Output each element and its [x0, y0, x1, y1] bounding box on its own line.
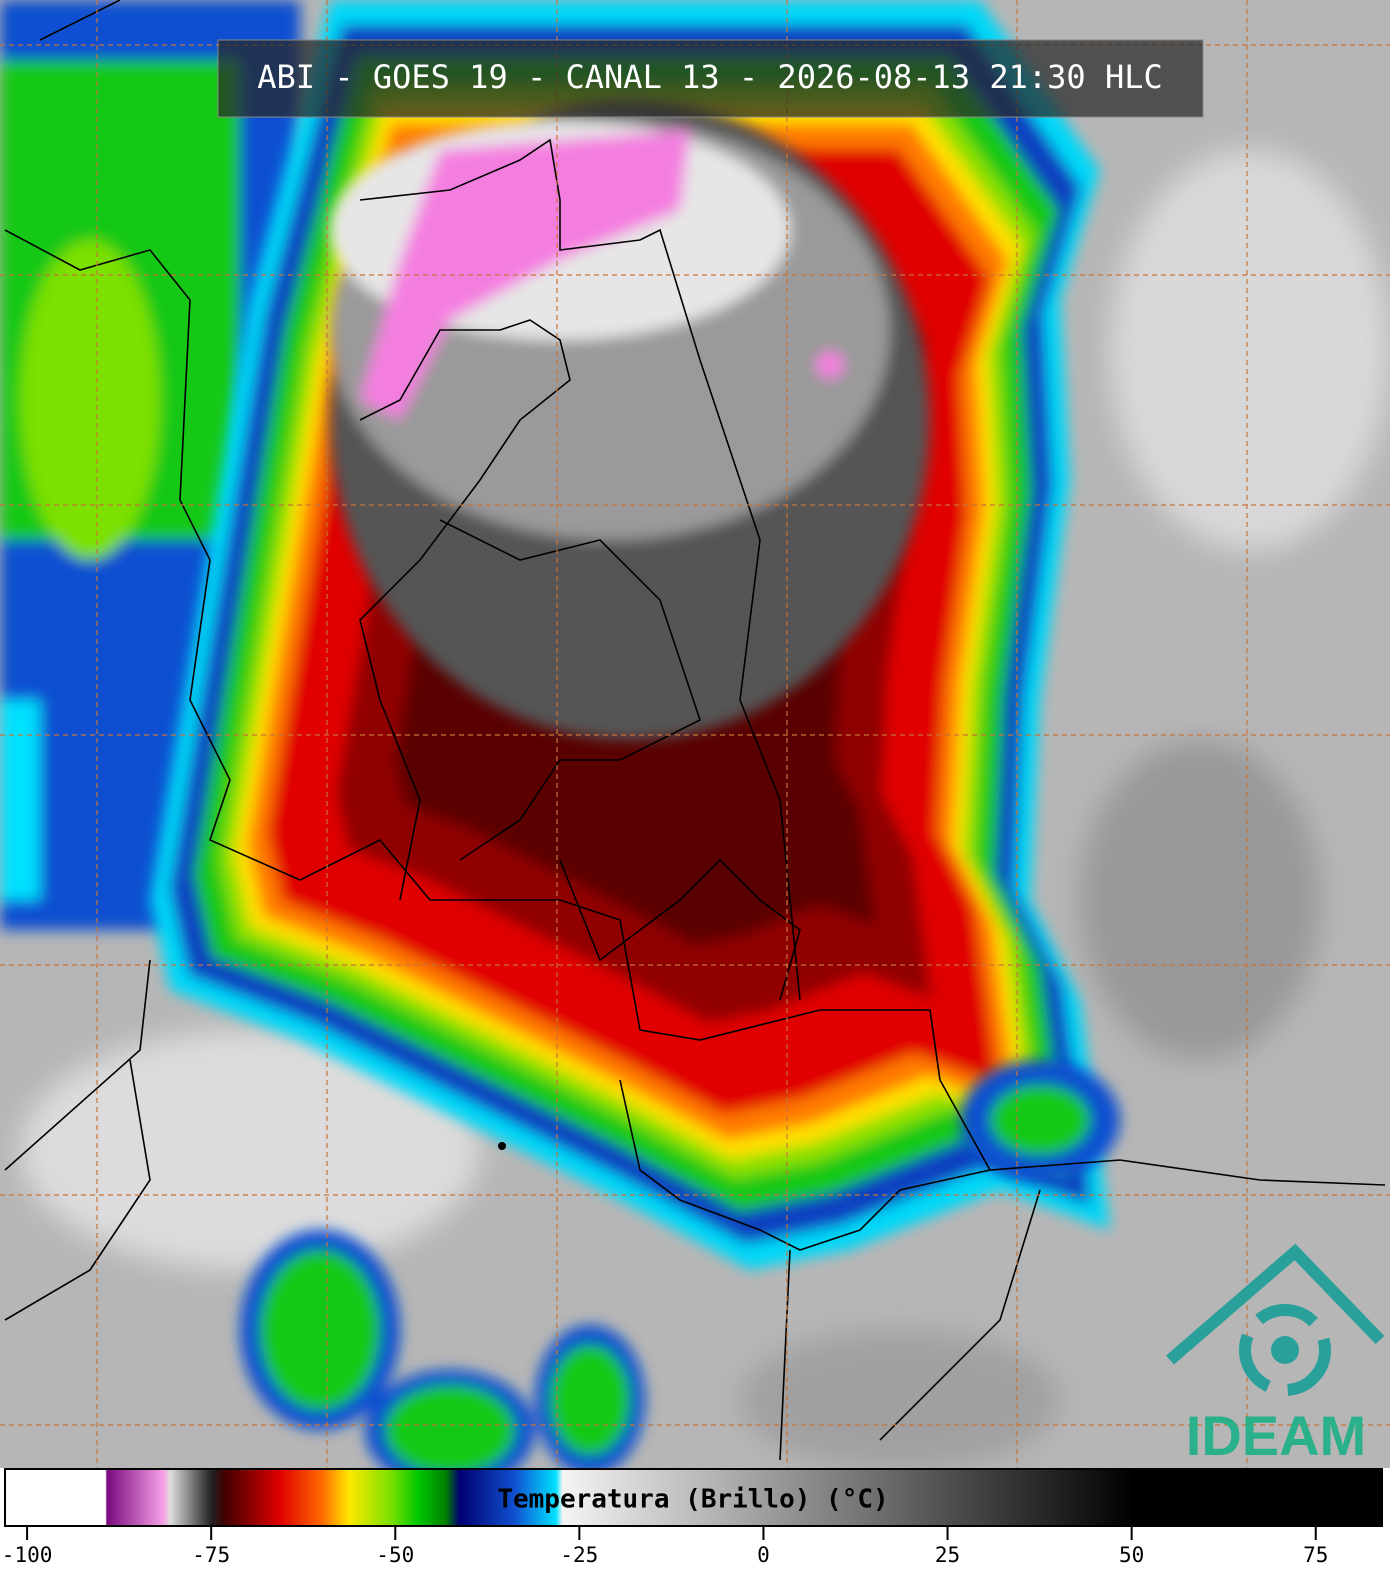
ideam-logo: IDEAM: [1166, 1243, 1385, 1467]
tick-label: 0: [757, 1543, 770, 1567]
colorbar-label: Temperatura (Brillo) (°C): [497, 1485, 888, 1515]
tick-label: -50: [376, 1543, 414, 1567]
tick-label: 75: [1303, 1543, 1328, 1567]
tick-label: 50: [1119, 1543, 1144, 1567]
colorbar-ticks: -100 -75 -50 -25 0 25 50 75: [2, 1527, 1328, 1567]
tick-label: -75: [192, 1543, 230, 1567]
political-borders: [4, 0, 1386, 1461]
tick-label: 25: [935, 1543, 960, 1567]
title: ABI - GOES 19 - CANAL 13 - 2026-08-13 21…: [257, 58, 1162, 96]
satellite-image: [0, 0, 1390, 1490]
colorbar: [4, 1468, 1383, 1527]
tick-label: -25: [560, 1543, 598, 1567]
title-box: [217, 39, 1204, 118]
tick-label: -100: [2, 1543, 53, 1567]
logo-text: IDEAM: [1186, 1404, 1366, 1467]
